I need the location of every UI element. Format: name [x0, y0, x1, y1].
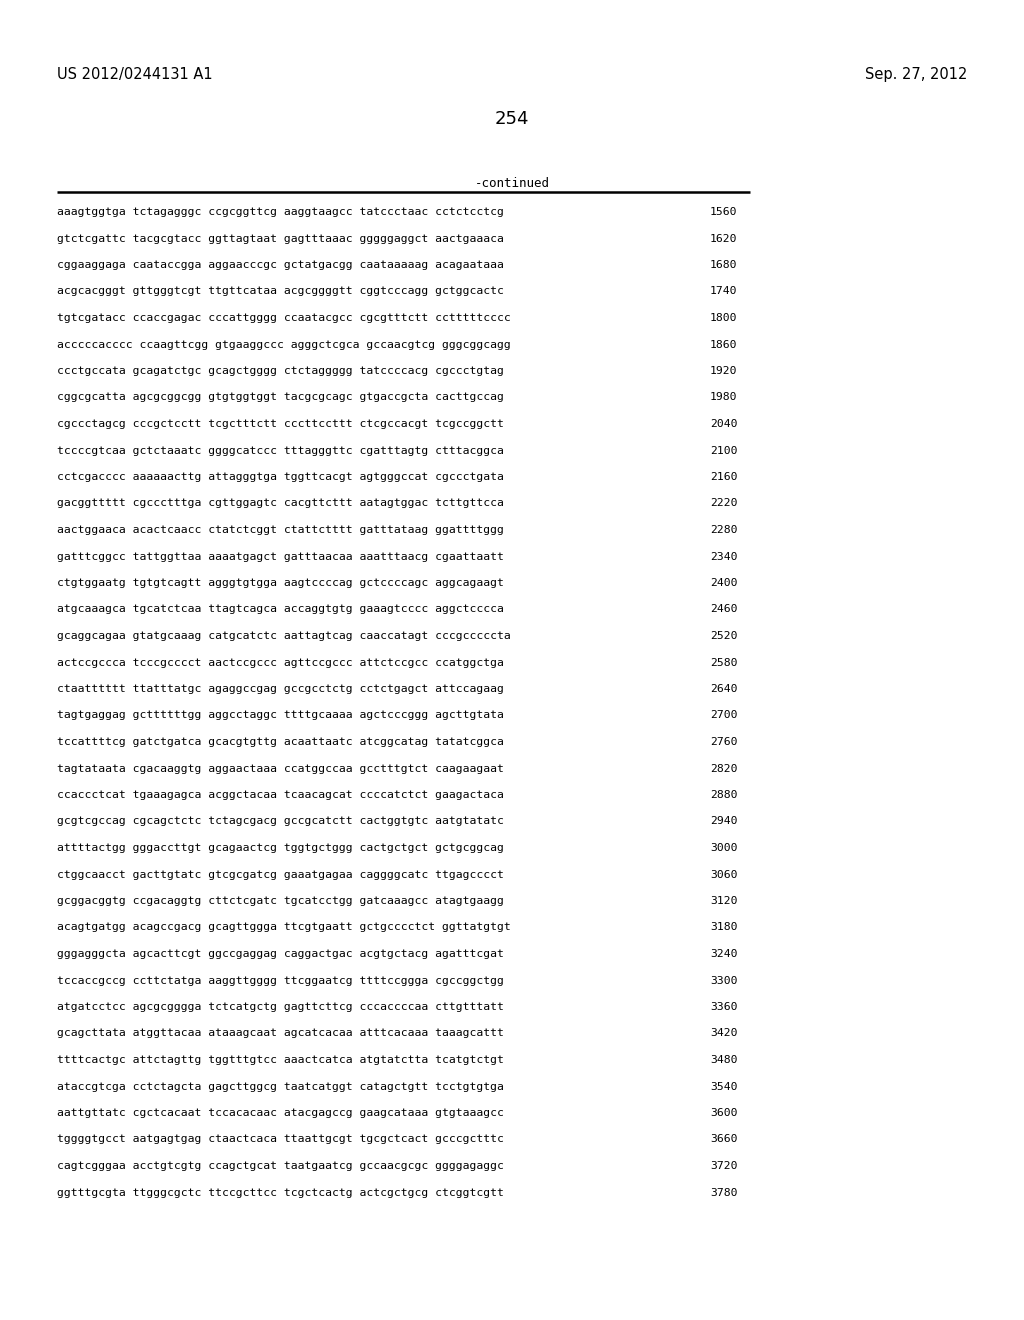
Text: 1860: 1860 — [710, 339, 737, 350]
Text: 2880: 2880 — [710, 789, 737, 800]
Text: 2220: 2220 — [710, 499, 737, 508]
Text: 2280: 2280 — [710, 525, 737, 535]
Text: ctaatttttt ttatttatgc agaggccgag gccgcctctg cctctgagct attccagaag: ctaatttttt ttatttatgc agaggccgag gccgcct… — [57, 684, 504, 694]
Text: 3240: 3240 — [710, 949, 737, 960]
Text: 3780: 3780 — [710, 1188, 737, 1197]
Text: 3060: 3060 — [710, 870, 737, 879]
Text: tgtcgatacc ccaccgagac cccattgggg ccaatacgcc cgcgtttctt cctttttcccc: tgtcgatacc ccaccgagac cccattgggg ccaatac… — [57, 313, 511, 323]
Text: 3120: 3120 — [710, 896, 737, 906]
Text: cggaaggaga caataccgga aggaacccgc gctatgacgg caataaaaag acagaataaa: cggaaggaga caataccgga aggaacccgc gctatga… — [57, 260, 504, 271]
Text: cagtcgggaa acctgtcgtg ccagctgcat taatgaatcg gccaacgcgc ggggagaggc: cagtcgggaa acctgtcgtg ccagctgcat taatgaa… — [57, 1162, 504, 1171]
Text: 3540: 3540 — [710, 1081, 737, 1092]
Text: 2820: 2820 — [710, 763, 737, 774]
Text: aactggaaca acactcaacc ctatctcggt ctattctttt gatttataag ggattttggg: aactggaaca acactcaacc ctatctcggt ctattct… — [57, 525, 504, 535]
Text: gtctcgattc tacgcgtacc ggttagtaat gagtttaaac gggggaggct aactgaaaca: gtctcgattc tacgcgtacc ggttagtaat gagttta… — [57, 234, 504, 243]
Text: US 2012/0244131 A1: US 2012/0244131 A1 — [57, 67, 213, 82]
Text: 1560: 1560 — [710, 207, 737, 216]
Text: 1620: 1620 — [710, 234, 737, 243]
Text: ggtttgcgta ttgggcgctc ttccgcttcc tcgctcactg actcgctgcg ctcggtcgtt: ggtttgcgta ttgggcgctc ttccgcttcc tcgctca… — [57, 1188, 504, 1197]
Text: atgcaaagca tgcatctcaa ttagtcagca accaggtgtg gaaagtcccc aggctcccca: atgcaaagca tgcatctcaa ttagtcagca accaggt… — [57, 605, 504, 615]
Text: 2100: 2100 — [710, 446, 737, 455]
Text: 2640: 2640 — [710, 684, 737, 694]
Text: 1980: 1980 — [710, 392, 737, 403]
Text: atgatcctcc agcgcgggga tctcatgctg gagttcttcg cccaccccaa cttgtttatt: atgatcctcc agcgcgggga tctcatgctg gagttct… — [57, 1002, 504, 1012]
Text: gcagcttata atggttacaa ataaagcaat agcatcacaa atttcacaaa taaagcattt: gcagcttata atggttacaa ataaagcaat agcatca… — [57, 1028, 504, 1039]
Text: 2040: 2040 — [710, 418, 737, 429]
Text: aattgttatc cgctcacaat tccacacaac atacgagccg gaagcataaa gtgtaaagcc: aattgttatc cgctcacaat tccacacaac atacgag… — [57, 1107, 504, 1118]
Text: tccaccgccg ccttctatga aaggttgggg ttcggaatcg ttttccggga cgccggctgg: tccaccgccg ccttctatga aaggttgggg ttcggaa… — [57, 975, 504, 986]
Text: ctgtggaatg tgtgtcagtt agggtgtgga aagtccccag gctccccagc aggcagaagt: ctgtggaatg tgtgtcagtt agggtgtgga aagtccc… — [57, 578, 504, 587]
Text: aaagtggtga tctagagggc ccgcggttcg aaggtaagcc tatccctaac cctctcctcg: aaagtggtga tctagagggc ccgcggttcg aaggtaa… — [57, 207, 504, 216]
Text: cggcgcatta agcgcggcgg gtgtggtggt tacgcgcagc gtgaccgcta cacttgccag: cggcgcatta agcgcggcgg gtgtggtggt tacgcgc… — [57, 392, 504, 403]
Text: 3180: 3180 — [710, 923, 737, 932]
Text: acccccacccc ccaagttcgg gtgaaggccc agggctcgca gccaacgtcg gggcggcagg: acccccacccc ccaagttcgg gtgaaggccc agggct… — [57, 339, 511, 350]
Text: 3720: 3720 — [710, 1162, 737, 1171]
Text: gacggttttt cgccctttga cgttggagtc cacgttcttt aatagtggac tcttgttcca: gacggttttt cgccctttga cgttggagtc cacgttc… — [57, 499, 504, 508]
Text: Sep. 27, 2012: Sep. 27, 2012 — [864, 67, 967, 82]
Text: acgcacgggt gttgggtcgt ttgttcataa acgcggggtt cggtcccagg gctggcactc: acgcacgggt gttgggtcgt ttgttcataa acgcggg… — [57, 286, 504, 297]
Text: 2520: 2520 — [710, 631, 737, 642]
Text: ccctgccata gcagatctgc gcagctgggg ctctaggggg tatccccacg cgccctgtag: ccctgccata gcagatctgc gcagctgggg ctctagg… — [57, 366, 504, 376]
Text: tggggtgcct aatgagtgag ctaactcaca ttaattgcgt tgcgctcact gcccgctttc: tggggtgcct aatgagtgag ctaactcaca ttaattg… — [57, 1134, 504, 1144]
Text: 2700: 2700 — [710, 710, 737, 721]
Text: 2940: 2940 — [710, 817, 737, 826]
Text: 3360: 3360 — [710, 1002, 737, 1012]
Text: 3300: 3300 — [710, 975, 737, 986]
Text: 2580: 2580 — [710, 657, 737, 668]
Text: tagtataata cgacaaggtg aggaactaaa ccatggccaa gcctttgtct caagaagaat: tagtataata cgacaaggtg aggaactaaa ccatggc… — [57, 763, 504, 774]
Text: 1800: 1800 — [710, 313, 737, 323]
Text: cctcgacccc aaaaaacttg attagggtga tggttcacgt agtgggccat cgccctgata: cctcgacccc aaaaaacttg attagggtga tggttca… — [57, 473, 504, 482]
Text: cgccctagcg cccgctcctt tcgctttctt cccttccttt ctcgccacgt tcgccggctt: cgccctagcg cccgctcctt tcgctttctt cccttcc… — [57, 418, 504, 429]
Text: -continued: -continued — [474, 177, 550, 190]
Text: 3600: 3600 — [710, 1107, 737, 1118]
Text: 3480: 3480 — [710, 1055, 737, 1065]
Text: ccaccctcat tgaaagagca acggctacaa tcaacagcat ccccatctct gaagactaca: ccaccctcat tgaaagagca acggctacaa tcaacag… — [57, 789, 504, 800]
Text: gcggacggtg ccgacaggtg cttctcgatc tgcatcctgg gatcaaagcc atagtgaagg: gcggacggtg ccgacaggtg cttctcgatc tgcatcc… — [57, 896, 504, 906]
Text: 3660: 3660 — [710, 1134, 737, 1144]
Text: 2160: 2160 — [710, 473, 737, 482]
Text: 2400: 2400 — [710, 578, 737, 587]
Text: ctggcaacct gacttgtatc gtcgcgatcg gaaatgagaa caggggcatc ttgagcccct: ctggcaacct gacttgtatc gtcgcgatcg gaaatga… — [57, 870, 504, 879]
Text: 3420: 3420 — [710, 1028, 737, 1039]
Text: 2340: 2340 — [710, 552, 737, 561]
Text: ttttcactgc attctagttg tggtttgtcc aaactcatca atgtatctta tcatgtctgt: ttttcactgc attctagttg tggtttgtcc aaactca… — [57, 1055, 504, 1065]
Text: 1740: 1740 — [710, 286, 737, 297]
Text: gcgtcgccag cgcagctctc tctagcgacg gccgcatctt cactggtgtc aatgtatatc: gcgtcgccag cgcagctctc tctagcgacg gccgcat… — [57, 817, 504, 826]
Text: gggagggcta agcacttcgt ggccgaggag caggactgac acgtgctacg agatttcgat: gggagggcta agcacttcgt ggccgaggag caggact… — [57, 949, 504, 960]
Text: tagtgaggag gcttttttgg aggcctaggc ttttgcaaaa agctcccggg agcttgtata: tagtgaggag gcttttttgg aggcctaggc ttttgca… — [57, 710, 504, 721]
Text: actccgccca tcccgcccct aactccgccc agttccgccc attctccgcc ccatggctga: actccgccca tcccgcccct aactccgccc agttccg… — [57, 657, 504, 668]
Text: 2460: 2460 — [710, 605, 737, 615]
Text: gatttcggcc tattggttaa aaaatgagct gatttaacaa aaatttaacg cgaattaatt: gatttcggcc tattggttaa aaaatgagct gatttaa… — [57, 552, 504, 561]
Text: gcaggcagaa gtatgcaaag catgcatctc aattagtcag caaccatagt cccgcccccta: gcaggcagaa gtatgcaaag catgcatctc aattagt… — [57, 631, 511, 642]
Text: ataccgtcga cctctagcta gagcttggcg taatcatggt catagctgtt tcctgtgtga: ataccgtcga cctctagcta gagcttggcg taatcat… — [57, 1081, 504, 1092]
Text: 254: 254 — [495, 110, 529, 128]
Text: acagtgatgg acagccgacg gcagttggga ttcgtgaatt gctgcccctct ggttatgtgt: acagtgatgg acagccgacg gcagttggga ttcgtga… — [57, 923, 511, 932]
Text: 2760: 2760 — [710, 737, 737, 747]
Text: 3000: 3000 — [710, 843, 737, 853]
Text: attttactgg gggaccttgt gcagaactcg tggtgctggg cactgctgct gctgcggcag: attttactgg gggaccttgt gcagaactcg tggtgct… — [57, 843, 504, 853]
Text: 1680: 1680 — [710, 260, 737, 271]
Text: 1920: 1920 — [710, 366, 737, 376]
Text: tccattttcg gatctgatca gcacgtgttg acaattaatc atcggcatag tatatcggca: tccattttcg gatctgatca gcacgtgttg acaatta… — [57, 737, 504, 747]
Text: tccccgtcaa gctctaaatc ggggcatccc tttagggttc cgatttagtg ctttacggca: tccccgtcaa gctctaaatc ggggcatccc tttaggg… — [57, 446, 504, 455]
